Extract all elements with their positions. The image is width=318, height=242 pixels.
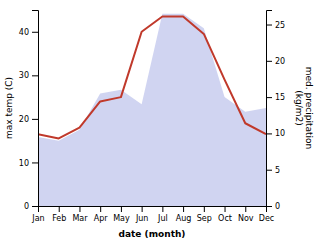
x-tick-label: Jun	[135, 214, 149, 223]
y-tick-label: 30	[19, 71, 29, 80]
x-tick: Jul	[157, 206, 168, 223]
y-tick: 10	[19, 159, 38, 168]
x-tick-label: Dec	[259, 214, 274, 223]
y2-tick-mark	[266, 61, 272, 62]
x-axis: Jan Feb Mar Apr May Jun Jul Aug Sep Oct Nov Dec	[31, 206, 274, 223]
x-tick: Sep	[197, 206, 212, 223]
y2-tick-label: 10	[275, 129, 285, 138]
y-tick-label: 20	[19, 115, 29, 124]
y-tick: 40	[19, 28, 38, 37]
x-tick-label: Aug	[176, 214, 192, 223]
x-tick-mark	[245, 206, 246, 212]
y-tick-mark	[32, 32, 38, 33]
x-tick-mark	[183, 206, 184, 212]
x-tick-mark	[100, 206, 101, 212]
x-tick: Mar	[72, 206, 88, 223]
y2-tick-mark	[266, 25, 272, 26]
y2-axis-title: med. precipitation(kg/m2)	[294, 67, 314, 149]
plot: JanFebMarAprMayJunJulAugSepOctNovDec0102…	[4, 11, 314, 240]
x-tick-label: Sep	[197, 214, 212, 223]
y2-axis-title-line: (kg/m2)	[294, 90, 304, 125]
y-tick-label: 0	[24, 202, 29, 211]
y2-tick: 0	[266, 202, 280, 211]
y2-tick-mark	[266, 206, 272, 207]
x-tick-label: Oct	[218, 214, 232, 223]
x-tick-label: Nov	[238, 214, 254, 223]
y2-tick-label: 25	[275, 21, 285, 30]
axis-line	[32, 11, 39, 207]
y2-tick-label: 0	[275, 202, 280, 211]
x-tick-label: May	[113, 214, 130, 223]
x-tick-mark	[225, 206, 226, 212]
x-tick: May	[113, 206, 130, 223]
axis-line	[39, 207, 267, 213]
y-axis: 0 10 20 30 40	[19, 11, 39, 212]
x-tick-label: Jul	[157, 214, 168, 223]
x-tick-mark	[79, 206, 80, 212]
y-tick: 30	[19, 71, 38, 80]
y-tick: 0	[24, 202, 38, 211]
x-tick: Dec	[259, 206, 274, 223]
y2-tick: 10	[266, 129, 285, 138]
y2-tick-label: 15	[275, 93, 285, 102]
y2-tick-mark	[266, 97, 272, 98]
y2-tick-mark	[266, 170, 272, 171]
x-tick-label: Jan	[31, 214, 44, 223]
y2-tick: 25	[266, 21, 285, 30]
chart: JanFebMarAprMayJunJulAugSepOctNovDec0102…	[0, 0, 318, 242]
y-tick: 20	[19, 115, 38, 124]
x-tick-mark	[59, 206, 60, 212]
x-tick: Apr	[94, 206, 109, 223]
y2-tick-label: 5	[275, 166, 280, 175]
y-tick-label: 40	[19, 28, 29, 37]
y2-axis: 0 5 10 15 20 25	[266, 11, 285, 212]
x-tick-label: Mar	[72, 214, 88, 223]
x-tick: Oct	[218, 206, 232, 223]
x-tick-label: Feb	[52, 214, 66, 223]
x-axis-title: date (month)	[119, 229, 186, 239]
marks	[38, 14, 266, 206]
y-tick-mark	[32, 75, 38, 76]
x-tick: Jun	[135, 206, 149, 223]
x-tick: Feb	[52, 206, 66, 223]
x-tick: Jan	[31, 206, 44, 223]
x-tick-mark	[162, 206, 163, 212]
x-tick-mark	[204, 206, 205, 212]
y-axis-title: max temp (C)	[4, 77, 14, 139]
x-tick: Aug	[176, 206, 192, 223]
line	[38, 17, 266, 139]
axis-line	[267, 11, 273, 207]
y2-tick: 5	[266, 166, 280, 175]
y2-axis-title-line: med. precipitation	[304, 67, 314, 149]
y-tick-mark	[32, 119, 38, 120]
y2-tick: 20	[266, 57, 285, 66]
x-tick-label: Apr	[94, 214, 109, 223]
x-tick-mark	[121, 206, 122, 212]
y2-tick: 15	[266, 93, 285, 102]
x-tick-mark	[142, 206, 143, 212]
area	[38, 14, 266, 206]
y-tick-mark	[32, 206, 38, 207]
y-tick-label: 10	[19, 159, 29, 168]
y-tick-mark	[32, 162, 38, 163]
x-tick: Nov	[238, 206, 254, 223]
y2-tick-mark	[266, 133, 272, 134]
y2-tick-label: 20	[275, 57, 285, 66]
